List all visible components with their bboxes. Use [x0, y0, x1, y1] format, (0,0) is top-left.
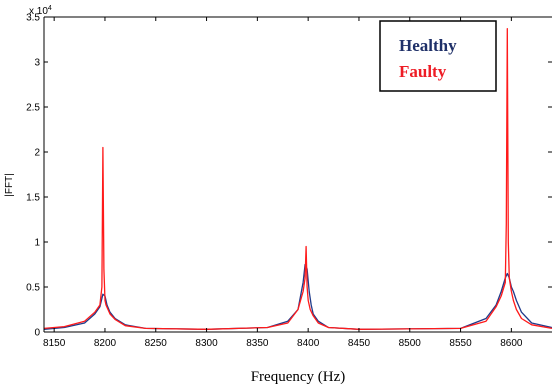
legend-entry-faulty: Faulty — [399, 62, 447, 81]
x-tick-label: 8200 — [94, 338, 117, 349]
x-tick-label: 8300 — [195, 338, 218, 349]
legend-box — [379, 20, 497, 92]
y-tick-label: 0 — [34, 328, 40, 339]
y-exponent-label: x 104 — [29, 5, 52, 17]
y-tick-label: 3 — [34, 58, 40, 69]
x-tick-label: 8450 — [348, 338, 371, 349]
x-tick-label: 8400 — [297, 338, 320, 349]
x-tick-label: 8550 — [449, 338, 472, 349]
x-tick-label: 8500 — [399, 338, 422, 349]
y-tick-label: 2.5 — [26, 103, 40, 114]
x-tick-label: 8150 — [43, 338, 66, 349]
legend-entry-healthy: Healthy — [399, 36, 457, 55]
y-tick-label: 2 — [34, 148, 40, 159]
y-tick-label: 0.5 — [26, 283, 40, 294]
series-layer — [43, 28, 552, 330]
legend: Healthy Faulty — [379, 20, 497, 92]
x-tick-label: 8350 — [246, 338, 269, 349]
x-tick-label: 8600 — [500, 338, 523, 349]
y-tick-label: 1.5 — [26, 193, 40, 204]
y-tick-label: 3.5 — [26, 13, 40, 24]
x-axis-label: Frequency (Hz) — [251, 369, 346, 385]
series-line-faulty — [43, 28, 552, 330]
y-tick-label: 1 — [34, 238, 40, 249]
axes-layer — [43, 16, 552, 333]
y-axis-label: |FFT| — [4, 173, 15, 197]
x-tick-label: 8250 — [145, 338, 168, 349]
ticks-layer: 8150 8200 8250 8300 8350 8400 8450 8500 8550 8600… — [26, 13, 552, 349]
